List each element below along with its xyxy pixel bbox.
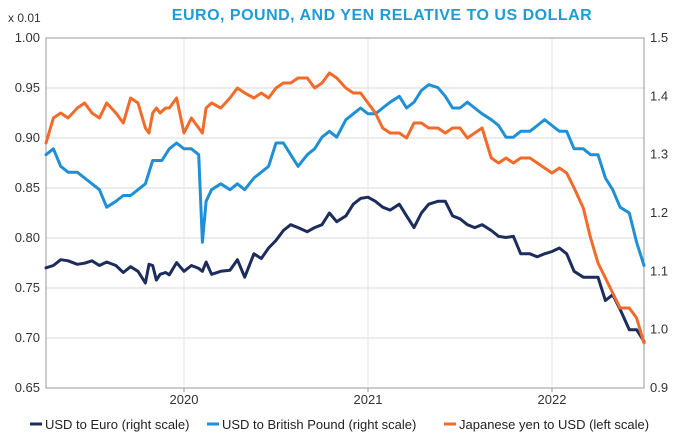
x-tick-label: 2021 <box>354 392 383 407</box>
left-tick-label: 0.65 <box>15 380 40 395</box>
chart-title: EURO, POUND, AND YEN RELATIVE TO US DOLL… <box>172 7 592 24</box>
series-lines <box>44 71 646 345</box>
right-tick-label: 1.4 <box>650 88 668 103</box>
series-line-yen <box>44 71 646 345</box>
legend: USD to Euro (right scale) USD to British … <box>30 417 649 432</box>
plot-frame <box>45 37 645 389</box>
legend-label-pound: USD to British Pound (right scale) <box>222 417 416 432</box>
gridlines <box>46 37 644 389</box>
left-tick-label: 0.70 <box>15 330 40 345</box>
right-tick-label: 1.0 <box>650 322 668 337</box>
series-line-euro <box>44 195 646 343</box>
left-tick-label: 1.00 <box>15 30 40 45</box>
left-tick-label: 0.85 <box>15 180 40 195</box>
right-tick-label: 1.3 <box>650 147 668 162</box>
left-tick-label: 0.80 <box>15 230 40 245</box>
x-tick-label: 2020 <box>170 392 199 407</box>
right-tick-label: 0.9 <box>650 380 668 395</box>
left-tick-label: 0.90 <box>15 130 40 145</box>
right-axis-ticks: 1.5 1.4 1.3 1.2 1.1 1.0 0.9 <box>650 30 668 395</box>
left-axis-unit-label: x 0.01 <box>8 11 41 25</box>
left-tick-label: 0.75 <box>15 280 40 295</box>
legend-label-yen: Japanese yen to USD (left scale) <box>459 417 649 432</box>
x-axis-ticks: 2020 2021 2022 <box>170 388 567 407</box>
left-axis-ticks: 1.00 0.95 0.90 0.85 0.80 0.75 0.70 0.65 <box>15 30 40 395</box>
series-line-pound <box>44 83 646 267</box>
x-tick-label: 2022 <box>538 392 567 407</box>
right-tick-label: 1.1 <box>650 263 668 278</box>
legend-label-euro: USD to Euro (right scale) <box>45 417 190 432</box>
right-tick-label: 1.5 <box>650 30 668 45</box>
left-tick-label: 0.95 <box>15 80 40 95</box>
right-tick-label: 1.2 <box>650 205 668 220</box>
